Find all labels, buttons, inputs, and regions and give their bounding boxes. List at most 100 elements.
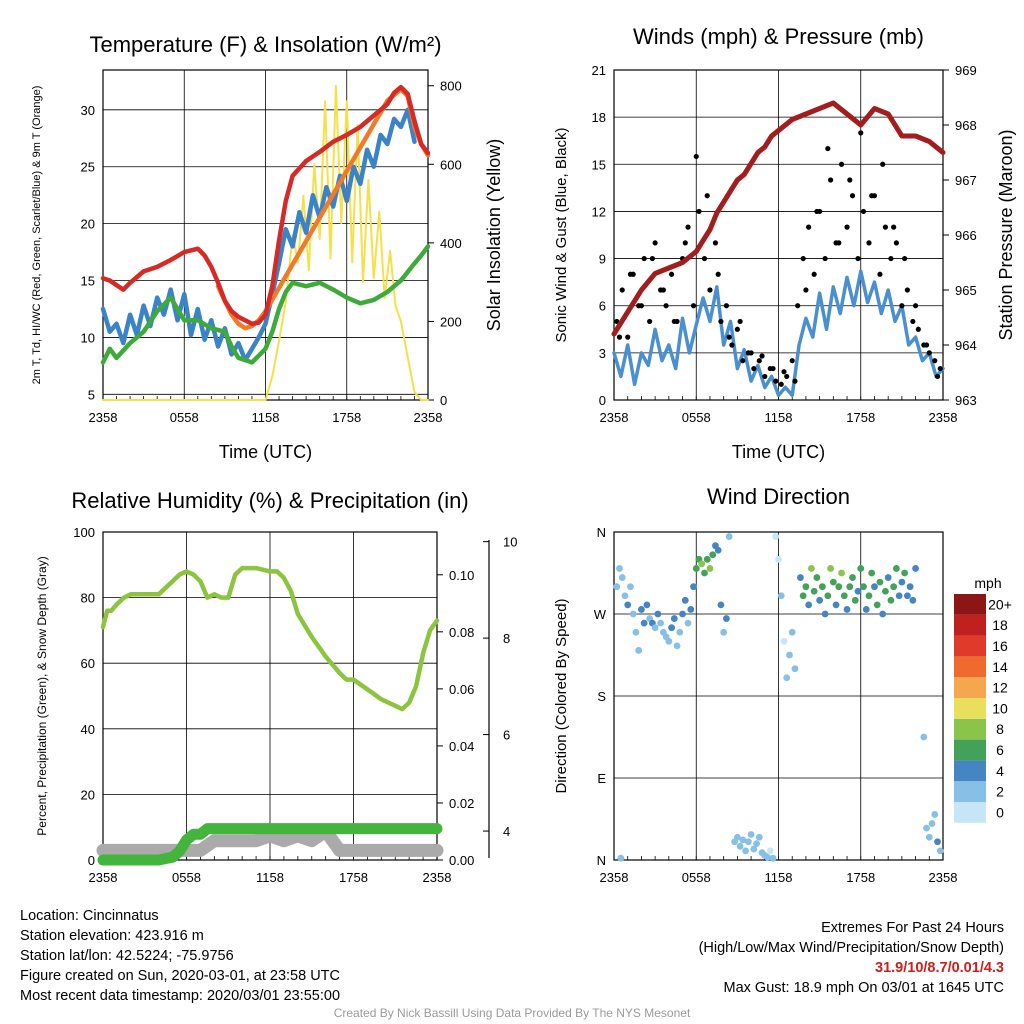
direction-point <box>901 569 909 577</box>
gust-point <box>811 271 817 277</box>
direction-point <box>887 596 895 604</box>
direction-point <box>928 820 936 827</box>
direction-point <box>816 596 824 604</box>
gust-point <box>616 334 623 340</box>
credit-line: Created By Nick Bassill Using Data Provi… <box>333 1006 691 1020</box>
gust-point <box>904 287 910 293</box>
y-tick-label: 15 <box>81 274 95 289</box>
gust-point <box>822 255 828 262</box>
y-tick-label: E <box>597 771 606 786</box>
direction-point <box>903 592 911 600</box>
y-tick-label: 0 <box>599 393 606 408</box>
station-info: Location: Cincinnatus Station elevation:… <box>20 906 340 1006</box>
direction-point <box>849 574 856 581</box>
direction-point <box>692 565 700 572</box>
right-tick-label: 600 <box>440 157 462 172</box>
gust-point <box>737 318 743 325</box>
direction-point <box>676 628 684 636</box>
max-gust: Max Gust: 18.9 mph On 03/01 at 1645 UTC <box>723 980 1004 996</box>
y-tick-label: 20 <box>81 217 95 232</box>
gust-point <box>923 342 930 348</box>
gust-point <box>734 326 740 332</box>
direction-point <box>832 601 840 609</box>
direction-point <box>670 615 678 622</box>
direction-point <box>643 601 651 609</box>
direction-point <box>783 674 791 682</box>
direction-point <box>876 578 884 586</box>
colorbar-swatch <box>954 614 986 636</box>
direction-point <box>791 665 799 673</box>
x-axis-label: Time (UTC) <box>219 442 312 462</box>
wind-direction-panel: 2358 0558 1158 1758 2358 N E S W N Wind Direction D… <box>553 484 1012 885</box>
direction-point <box>851 596 859 604</box>
gust-point <box>847 177 853 183</box>
x-tick-label: 0558 <box>682 870 711 885</box>
gust-point <box>690 303 697 309</box>
direction-point <box>882 587 889 595</box>
y-tick-label: 9 <box>599 252 606 267</box>
gust-point <box>723 303 730 309</box>
extremes-info: Extremes For Past 24 Hours (High/Low/Max… <box>699 918 1004 998</box>
direction-point <box>769 854 777 862</box>
direction-point <box>613 583 621 591</box>
y-tick-label: 18 <box>592 110 606 125</box>
y-tick-label: S <box>597 689 606 704</box>
direction-point <box>912 565 919 572</box>
direction-point <box>934 838 941 846</box>
series-line <box>100 565 440 712</box>
direction-point <box>871 583 878 591</box>
direction-point <box>640 619 648 627</box>
y-tick-label: 10 <box>81 330 95 345</box>
colorbar-swatch <box>954 656 986 678</box>
gust-point <box>877 271 883 277</box>
y-tick-label: 30 <box>81 103 95 118</box>
series-line <box>97 823 443 866</box>
colorbar-swatch <box>954 802 986 823</box>
gust-point <box>641 255 647 262</box>
direction-point <box>739 836 747 844</box>
direction-point <box>835 583 843 591</box>
direction-point <box>720 628 728 636</box>
gust-point <box>814 208 820 215</box>
direction-point <box>632 628 640 636</box>
extremes-legend: (High/Low/Max Wind/Precipitation/Snow De… <box>698 940 1004 956</box>
extremes-heading: Extremes For Past 24 Hours <box>821 920 1004 936</box>
direction-point <box>618 574 626 581</box>
direction-point <box>766 847 774 855</box>
right-tick-label: 964 <box>955 338 977 353</box>
direction-point <box>777 592 785 600</box>
x-tick-label: 0558 <box>682 410 711 425</box>
x-tick-label: 1158 <box>252 410 280 425</box>
series-line <box>612 269 945 398</box>
gust-point <box>619 287 625 293</box>
x-tick-label: 1158 <box>765 870 793 885</box>
direction-point <box>635 647 643 654</box>
gust-point <box>701 255 708 262</box>
x-tick-label: 0558 <box>172 870 201 885</box>
direction-point <box>627 583 634 591</box>
x-tick-label: 1158 <box>256 870 284 885</box>
direction-point <box>629 610 637 618</box>
gust-point <box>668 271 675 277</box>
series-line <box>100 107 417 363</box>
x-tick-label: 1758 <box>846 870 875 885</box>
direction-point <box>621 592 629 600</box>
direction-point <box>838 569 845 577</box>
colorbar-label: 14 <box>992 659 1008 675</box>
colorbar-swatch <box>954 781 986 802</box>
y-tick-label: 3 <box>599 346 606 361</box>
gust-point <box>915 326 921 332</box>
right-tick-label: 965 <box>955 283 977 298</box>
direction-point <box>725 533 733 540</box>
gust-point <box>773 378 779 384</box>
direction-point <box>753 840 760 847</box>
gust-point <box>729 342 735 348</box>
colorbar-label: 20+ <box>988 596 1012 612</box>
direction-point <box>651 624 659 632</box>
direction-point <box>668 624 675 632</box>
direction-point <box>654 610 662 618</box>
colorbar-title: mph <box>974 575 1001 591</box>
direction-point <box>799 592 807 600</box>
gust-point <box>748 350 754 356</box>
direction-point <box>797 574 804 581</box>
